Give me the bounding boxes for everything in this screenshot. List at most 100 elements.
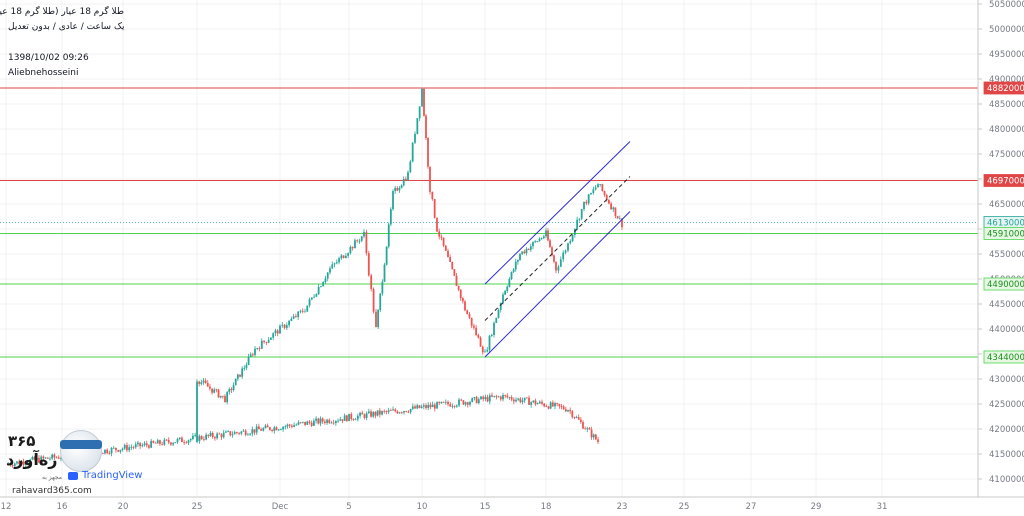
candle-body — [409, 161, 412, 173]
candle-body — [108, 452, 111, 454]
candle-body — [370, 411, 372, 417]
candle-body — [331, 264, 334, 269]
candle-body — [559, 259, 562, 267]
candle-body — [267, 339, 270, 343]
candle-body — [460, 399, 463, 401]
candle-body — [11, 465, 14, 467]
candle-body — [431, 191, 434, 200]
candle-body — [55, 457, 58, 459]
candle-body — [455, 275, 458, 286]
candle-body — [299, 422, 302, 424]
candle-body — [594, 187, 597, 190]
candle-body — [18, 461, 21, 465]
candle-body — [394, 188, 397, 192]
candle-body — [389, 209, 392, 225]
watermark-tradingview: TradingView — [82, 470, 143, 481]
watermark-number: ۳۶۵ — [8, 432, 36, 450]
candle-body — [231, 434, 234, 436]
candle-body — [141, 445, 144, 447]
candle-body — [279, 429, 282, 431]
candle-body — [608, 200, 610, 204]
candle-body — [521, 251, 524, 255]
candle-body — [407, 172, 409, 181]
candle-body — [379, 293, 382, 311]
candle-body — [475, 397, 478, 404]
candle-body — [605, 194, 608, 201]
candle-body — [425, 115, 427, 139]
candle-body — [290, 318, 293, 321]
y-tick-label: 4150000 — [989, 450, 1024, 460]
y-tick-label: 4400000 — [989, 325, 1024, 335]
candle-body — [207, 434, 210, 436]
candle-body — [270, 337, 272, 340]
candle-body — [356, 240, 359, 242]
candle-body — [119, 449, 122, 452]
candle-body — [621, 218, 623, 228]
candle-body — [352, 419, 355, 420]
candle-body — [387, 410, 390, 412]
x-axis: 12 16 20 25 Dec 5 10 15 18 23 25 27 29 31 — [1, 502, 888, 512]
candle-body — [265, 341, 268, 343]
candle-body — [549, 402, 552, 409]
y-tick-label: 4850000 — [989, 100, 1024, 110]
candle-body — [534, 400, 537, 405]
x-tick-label: 20 — [118, 502, 129, 512]
candle-body — [222, 432, 225, 438]
candle-body — [132, 447, 135, 449]
candle-body — [512, 269, 515, 272]
candle-body — [418, 405, 421, 408]
candle-body — [493, 322, 495, 335]
candle-body — [304, 311, 306, 313]
candle-body — [447, 401, 449, 405]
chart-subtitle: یک ساعت / عادی / بدون تعدیل — [8, 22, 125, 32]
level-badge-label: 4613000 — [987, 219, 1024, 229]
candle-body — [527, 248, 530, 250]
candle-body — [7, 463, 10, 465]
candle-body — [106, 449, 109, 453]
candle-body — [440, 401, 443, 404]
tradingview-icon — [68, 472, 78, 480]
candle-body — [163, 439, 166, 445]
candle-body — [374, 412, 377, 416]
candle-body — [204, 380, 207, 384]
candle-body — [112, 447, 115, 449]
candle-body — [416, 118, 419, 134]
candle-body — [418, 106, 421, 119]
candle-body — [257, 426, 260, 430]
candle-body — [599, 184, 602, 185]
candle-body — [361, 412, 364, 415]
candle-body — [564, 250, 567, 253]
candle-body — [560, 406, 563, 407]
candle-body — [293, 425, 295, 427]
candle-body — [592, 189, 595, 194]
candle-body — [440, 236, 443, 238]
channel-upper-line[interactable] — [484, 141, 631, 285]
candle-body — [274, 330, 277, 334]
channel-mid-line[interactable] — [484, 176, 631, 321]
candle-body — [159, 440, 161, 444]
candle-body — [587, 194, 590, 204]
candle-body — [297, 422, 300, 425]
level-badge-label: 4344000 — [987, 353, 1024, 363]
candle-body — [343, 415, 346, 421]
candle-body — [360, 236, 363, 241]
candle-body — [342, 255, 345, 258]
candle-body — [198, 436, 201, 441]
candle-body — [150, 440, 153, 448]
candle-body — [358, 240, 361, 242]
candle-body — [601, 184, 604, 192]
candle-body — [618, 218, 621, 220]
chart-grid — [0, 0, 978, 497]
candle-body — [53, 454, 56, 458]
candle-body — [409, 408, 412, 413]
candle-body — [486, 397, 489, 402]
channel-lower-line[interactable] — [484, 211, 631, 358]
candle-body — [121, 448, 124, 450]
y-tick-label: 4450000 — [989, 300, 1024, 310]
candle-body — [284, 426, 287, 428]
candle-body — [422, 405, 425, 407]
candle-body — [438, 402, 441, 404]
candle-body — [49, 458, 51, 460]
candle-body — [542, 236, 545, 239]
